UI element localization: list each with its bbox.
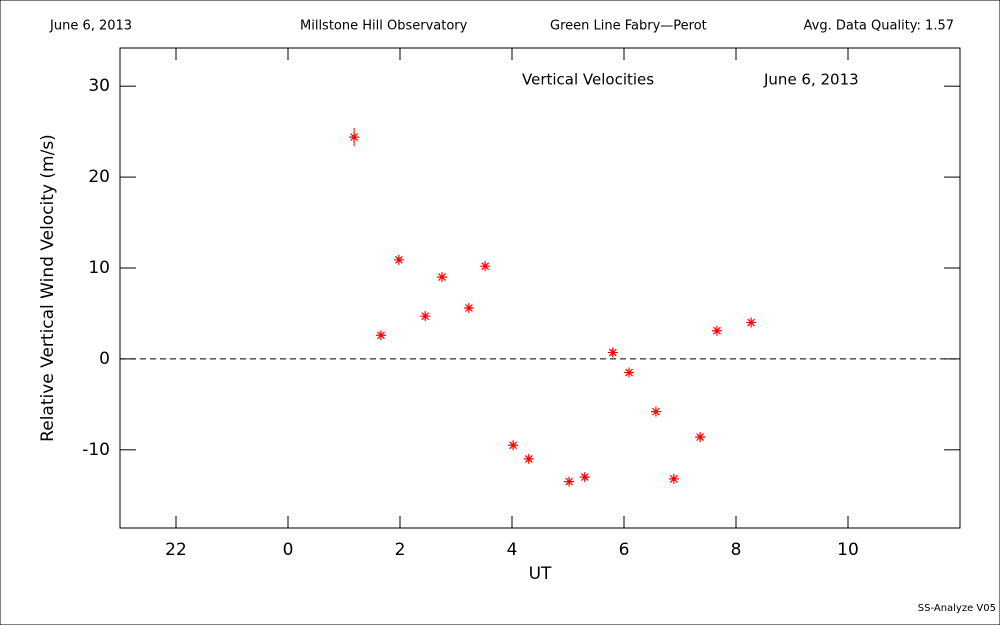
point xyxy=(579,472,590,483)
point xyxy=(668,473,679,484)
annotation: Vertical Velocities xyxy=(522,71,654,89)
point xyxy=(393,254,404,265)
x-tick-label: 2 xyxy=(395,540,406,560)
x-tick-label: 4 xyxy=(507,540,518,560)
point xyxy=(375,330,386,341)
y-tick-label: 20 xyxy=(88,167,110,187)
point xyxy=(523,453,534,464)
y-tick-label: -10 xyxy=(82,440,110,460)
y-tick-label: 10 xyxy=(88,258,110,278)
header-observatory: Millstone Hill Observatory xyxy=(300,19,468,34)
point xyxy=(437,272,447,283)
point xyxy=(650,406,661,417)
plot-frame xyxy=(119,47,961,529)
header-date: June 6, 2013 xyxy=(49,19,132,34)
x-tick-label: 0 xyxy=(283,540,294,560)
y-tick-label: 30 xyxy=(88,76,110,96)
annotation: June 6, 2013 xyxy=(763,71,859,89)
point xyxy=(746,317,757,328)
point xyxy=(480,261,491,272)
point xyxy=(607,347,618,358)
x-tick-label: 6 xyxy=(619,540,630,560)
point xyxy=(695,432,706,443)
point xyxy=(711,325,722,336)
footer: SS-Analyze V05 xyxy=(918,603,996,614)
x-axis-label: UT xyxy=(529,564,552,584)
x-tick-label: 22 xyxy=(165,540,187,560)
y-axis-label: Relative Vertical Wind Velocity (m/s) xyxy=(38,134,58,442)
point xyxy=(508,440,519,451)
point xyxy=(349,132,360,143)
x-tick-label: 8 xyxy=(731,540,742,560)
point xyxy=(624,367,635,378)
point xyxy=(463,303,474,313)
x-tick-label: 10 xyxy=(837,540,859,560)
header-quality: Avg. Data Quality: 1.57 xyxy=(804,19,954,34)
header-instrument: Green Line Fabry—Perot xyxy=(550,19,707,34)
point xyxy=(420,311,431,322)
point xyxy=(564,476,575,487)
y-tick-label: 0 xyxy=(99,349,110,369)
